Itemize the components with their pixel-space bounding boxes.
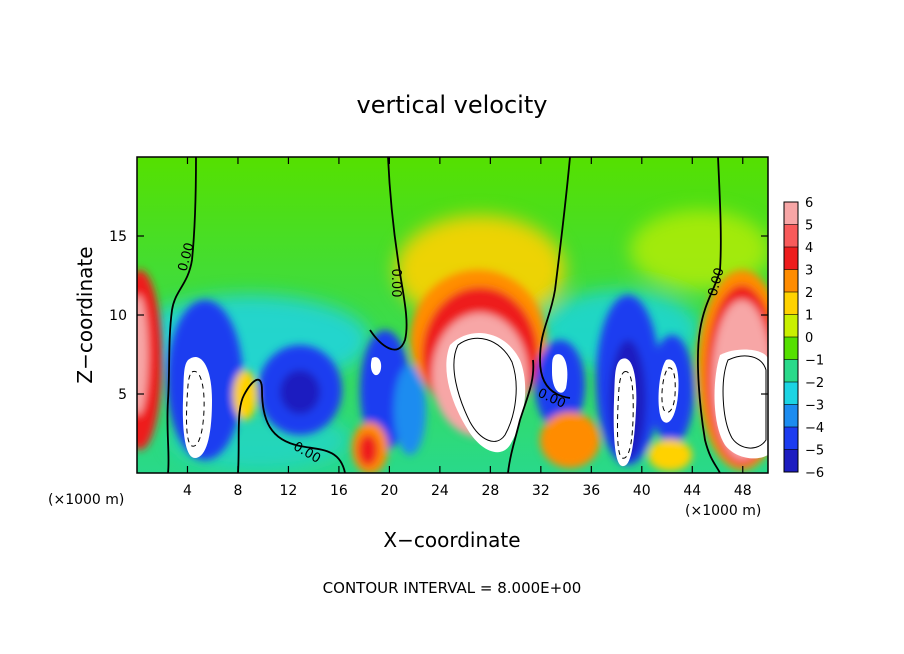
updraft-low-red (358, 434, 378, 466)
colorbar-label: −5 (805, 444, 824, 459)
colorbar-label: −4 (805, 421, 824, 436)
contour-lines (166, 157, 722, 473)
x-tick-label: 24 (431, 483, 449, 499)
x-tick-label: 20 (380, 483, 398, 499)
plot-area: 0.00 0.00 0.00 0.00 0.00 (137, 157, 768, 473)
colorbar-swatch (784, 337, 798, 360)
zero-contour-2 (369, 157, 408, 351)
y-tick-label: 10 (109, 308, 127, 324)
colorbar-label: 2 (805, 286, 813, 301)
updraft-low-yellow (648, 439, 692, 471)
x-tick-label: 16 (330, 483, 348, 499)
y-tick-label: 15 (109, 229, 127, 245)
x-axis: 4 8 12 16 20 24 28 32 36 40 44 48 (183, 157, 752, 499)
x-tick-label: 32 (532, 483, 550, 499)
green-band-right (630, 210, 768, 290)
core-white-4 (613, 358, 637, 467)
colorbar-swatch (784, 292, 798, 315)
core-white-2 (370, 357, 382, 376)
core-white-3 (552, 354, 568, 393)
white-cores (182, 333, 768, 467)
negative-contour-1 (186, 370, 205, 447)
colorbar-label: −2 (805, 376, 824, 391)
zero-contour-5 (697, 157, 722, 473)
colorbar-label: −6 (805, 466, 824, 481)
colorbar: 6 5 4 3 2 1 0 −1 −2 −3 −4 −5 −6 (783, 196, 824, 481)
colorbar-swatch (784, 202, 798, 225)
colorbar-swatch (784, 314, 798, 337)
positive-contour-right (722, 355, 767, 449)
y-axis: 5 10 15 (109, 229, 768, 403)
zero-contour-1 (166, 157, 197, 473)
x-tick-label: 44 (683, 483, 701, 499)
x-axis-title: X−coordinate (383, 528, 520, 552)
contour-interval-note: CONTOUR INTERVAL = 8.000E+00 (323, 579, 582, 597)
zero-contour-4 (539, 157, 571, 399)
x-tick-label: 4 (183, 483, 192, 499)
y-tick-label: 5 (118, 387, 127, 403)
dashed-contours (186, 367, 676, 459)
x-tick-label: 28 (481, 483, 499, 499)
core-white-5 (658, 359, 679, 423)
core-white-right (714, 349, 768, 459)
colorbar-swatch (784, 247, 798, 270)
negative-contour-2 (617, 371, 634, 459)
x-unit-right: (×1000 m) (685, 503, 761, 519)
x-tick-label: 48 (734, 483, 752, 499)
colorbar-label: −1 (805, 354, 824, 369)
colorbar-swatch (784, 359, 798, 382)
colorbar-label: 1 (805, 309, 813, 324)
chart-title: vertical velocity (357, 91, 548, 119)
core-white-center (446, 333, 526, 453)
positive-contour-center (453, 337, 517, 442)
colorbar-label: 6 (805, 196, 813, 211)
x-tick-label: 36 (582, 483, 600, 499)
solid-inner-contours (453, 337, 767, 449)
colorbar-label: 5 (805, 219, 813, 234)
y-axis-title: Z−coordinate (73, 246, 97, 383)
x-tick-label: 40 (633, 483, 651, 499)
colorbar-swatch (784, 449, 798, 472)
x-tick-label: 8 (233, 483, 242, 499)
updraft-low-orange-2 (540, 412, 600, 468)
negative-contour-3 (661, 367, 676, 413)
zero-contour-3 (237, 378, 346, 473)
colorbar-label: −3 (805, 399, 824, 414)
colorbar-label: 3 (805, 264, 813, 279)
colorbar-swatch (784, 427, 798, 450)
contour-label-2: 0.00 (388, 269, 403, 298)
colorbar-swatch (784, 269, 798, 292)
zero-contour-6 (507, 359, 535, 473)
colorbar-swatch (784, 224, 798, 247)
core-white-1 (182, 356, 212, 458)
downdraft-navy-2 (280, 370, 320, 414)
colorbar-label: 0 (805, 331, 813, 346)
colorbar-swatch (784, 382, 798, 405)
contour-label-1: 0.00 (176, 241, 198, 273)
colorbar-swatch (784, 404, 798, 427)
updraft-left-edge-pink (137, 295, 148, 415)
x-unit-left: (×1000 m) (48, 492, 124, 508)
colorbar-label: 4 (805, 241, 813, 256)
contour-label-5: 0.00 (706, 266, 728, 298)
x-tick-label: 12 (280, 483, 298, 499)
downdraft-blue-4 (394, 365, 426, 455)
